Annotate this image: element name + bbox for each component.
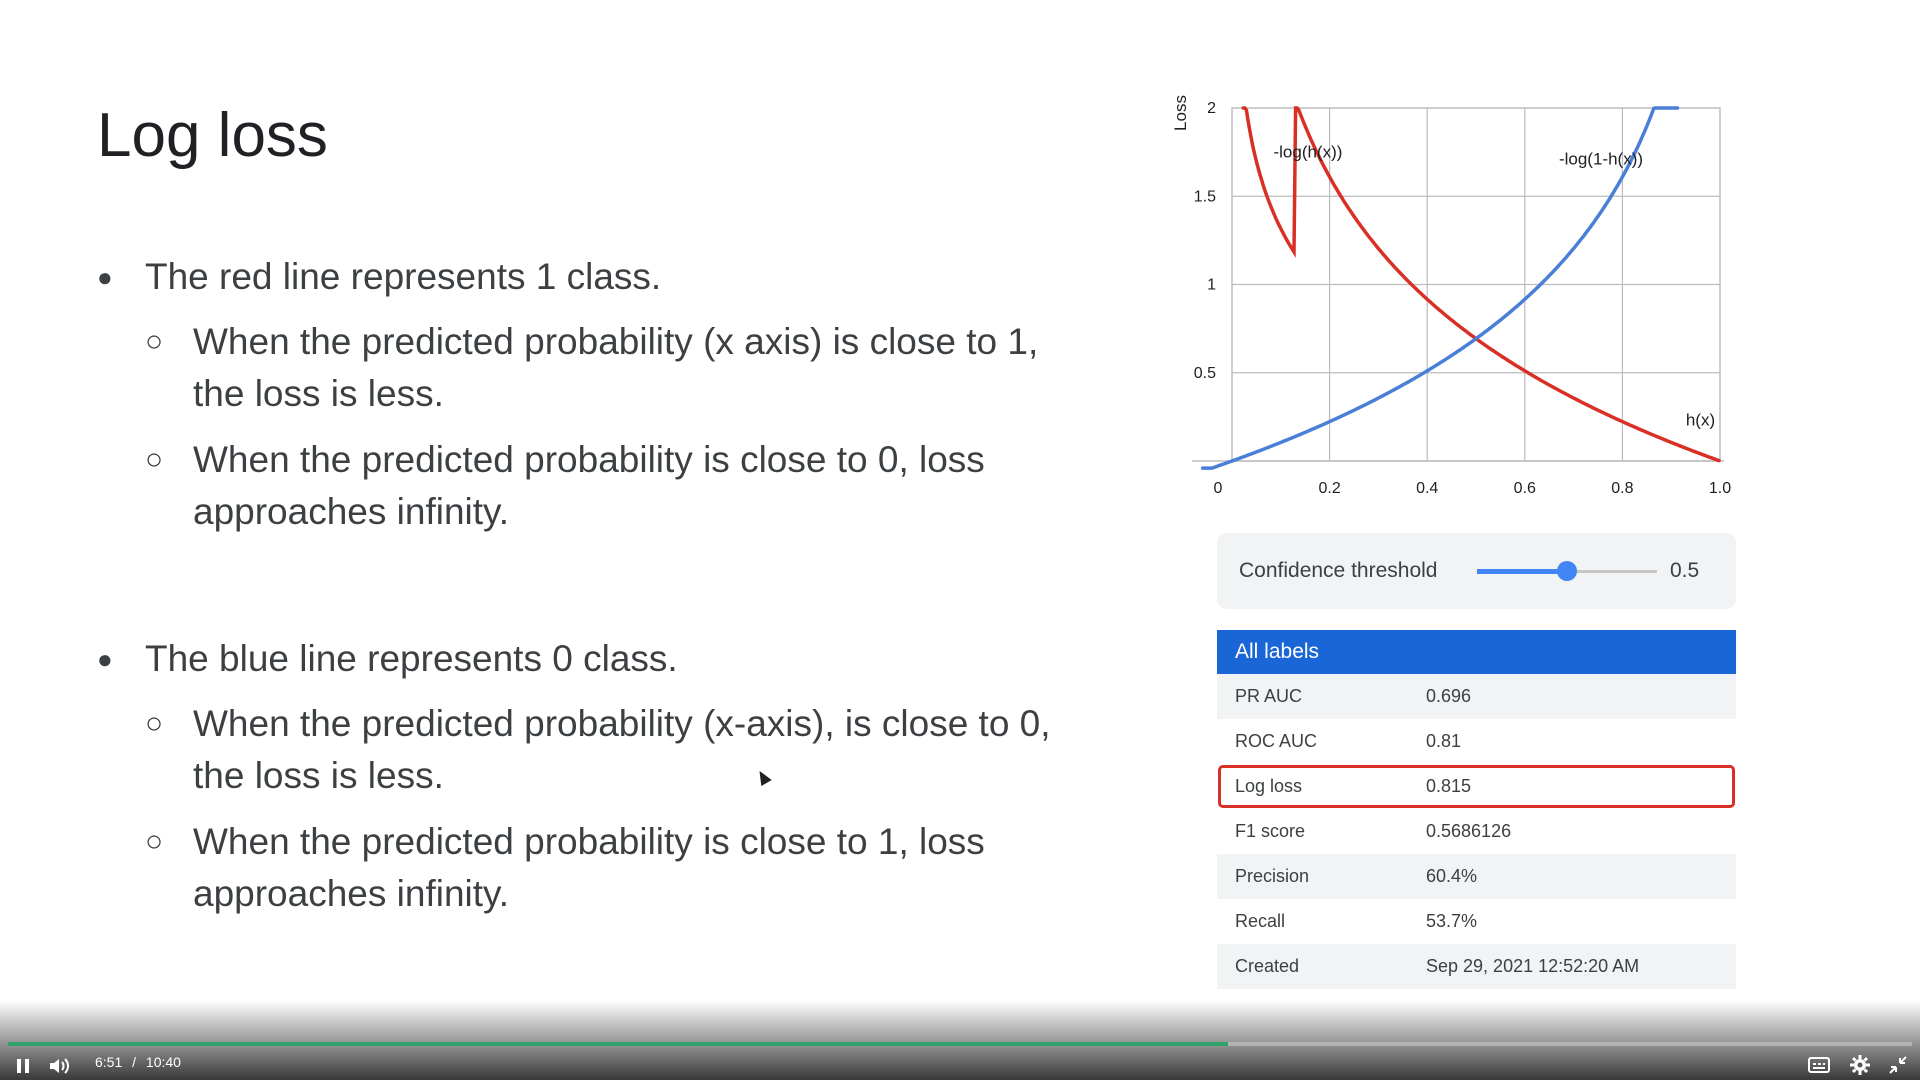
y-tick-label: 0.5 — [1194, 365, 1216, 382]
y-tick-label: 1 — [1207, 277, 1216, 294]
metric-row: Created Sep 29, 2021 12:52:20 AM — [1217, 944, 1736, 989]
current-time: 6:51 — [95, 1054, 123, 1070]
log-loss-chart: 0 0.2 0.4 0.6 0.8 1.0 0.5 1 1.5 2 Loss h(x) -log(h(x… — [1171, 95, 1731, 497]
metric-label: Created — [1235, 956, 1300, 976]
video-player-controls: 6:51 / 10:40 — [0, 1000, 1920, 1080]
x-axis-label: h(x) — [1686, 411, 1715, 430]
metric-label: F1 score — [1235, 821, 1306, 841]
sub-bullet: When the predicted probability (x-axis),… — [97, 698, 1087, 802]
metric-label: ROC AUC — [1235, 731, 1318, 751]
metric-value: 0.5686126 — [1426, 821, 1512, 841]
metrics-table: All labels PR AUC 0.696 ROC AUC 0.81 Log los… — [1217, 630, 1736, 989]
time-separator: / — [132, 1054, 137, 1070]
series-line — [1241, 106, 1721, 463]
metric-label: Log loss — [1235, 776, 1303, 796]
metric-row: ROC AUC 0.81 — [1217, 719, 1736, 764]
sub-bullet: When the predicted probability is close … — [97, 816, 1087, 920]
threshold-slider-handle[interactable] — [1557, 561, 1577, 581]
settings-icon[interactable] — [1849, 1054, 1871, 1076]
series-label: -log(h(x)) — [1273, 142, 1342, 161]
threshold-label: Confidence threshold — [1239, 559, 1438, 582]
sub-bullet: When the predicted probability (x axis) … — [97, 316, 1087, 420]
volume-icon[interactable] — [48, 1056, 70, 1076]
metric-value: 0.815 — [1426, 776, 1472, 796]
metric-row: Recall 53.7% — [1217, 899, 1736, 944]
x-tick-label: 0.6 — [1514, 480, 1536, 497]
y-axis-label: Loss — [1171, 95, 1190, 131]
x-tick-label: 0.8 — [1611, 480, 1633, 497]
duration: 10:40 — [145, 1054, 181, 1070]
x-tick-label: 0.4 — [1416, 480, 1438, 497]
metric-value: 0.81 — [1426, 731, 1462, 751]
metric-value: Sep 29, 2021 12:52:20 AM — [1426, 956, 1640, 976]
exit-fullscreen-icon[interactable] — [1888, 1055, 1908, 1075]
sub-bullet: When the predicted probability is close … — [97, 434, 1087, 538]
progress-played — [8, 1042, 1229, 1046]
progress-bar[interactable] — [8, 1042, 1912, 1046]
bullet-blue-line: The blue line represents 0 class. — [97, 634, 1087, 684]
captions-icon[interactable] — [1808, 1056, 1830, 1074]
x-tick-label: 0 — [1214, 480, 1223, 497]
metric-value: 0.696 — [1426, 686, 1472, 706]
metrics-header: All labels — [1217, 630, 1736, 674]
x-tick-label: 0.2 — [1318, 480, 1340, 497]
metric-row: Precision 60.4% — [1217, 854, 1736, 899]
metric-row: F1 score 0.5686126 — [1217, 809, 1736, 854]
pause-icon[interactable] — [14, 1057, 32, 1075]
bullet-list: The red line represents 1 class. When th… — [97, 252, 1087, 920]
series-line — [1200, 106, 1680, 470]
bullet-red-line: The red line represents 1 class. — [97, 252, 1087, 302]
metric-value: 53.7% — [1426, 911, 1478, 931]
y-tick-label: 1.5 — [1194, 188, 1216, 205]
metric-row: PR AUC 0.696 — [1217, 674, 1736, 719]
y-tick-label: 2 — [1207, 100, 1216, 117]
time-display: 6:51 / 10:40 — [95, 1054, 181, 1070]
x-tick-label: 1.0 — [1709, 480, 1731, 497]
metric-label: Recall — [1235, 911, 1286, 931]
threshold-value: 0.5 — [1670, 559, 1700, 582]
series-label: -log(1-h(x)) — [1559, 149, 1643, 168]
metric-value: 60.4% — [1426, 866, 1478, 886]
threshold-slider-fill — [1477, 569, 1567, 574]
metric-label: Precision — [1235, 866, 1310, 886]
slide-title: Log loss — [97, 101, 328, 170]
slide: Log loss The red line represents 1 class… — [0, 0, 1920, 1000]
metric-row-highlighted: Log loss 0.815 — [1217, 764, 1736, 809]
metric-label: PR AUC — [1235, 686, 1303, 706]
confidence-threshold-panel: Confidence threshold 0.5 — [1217, 533, 1736, 609]
